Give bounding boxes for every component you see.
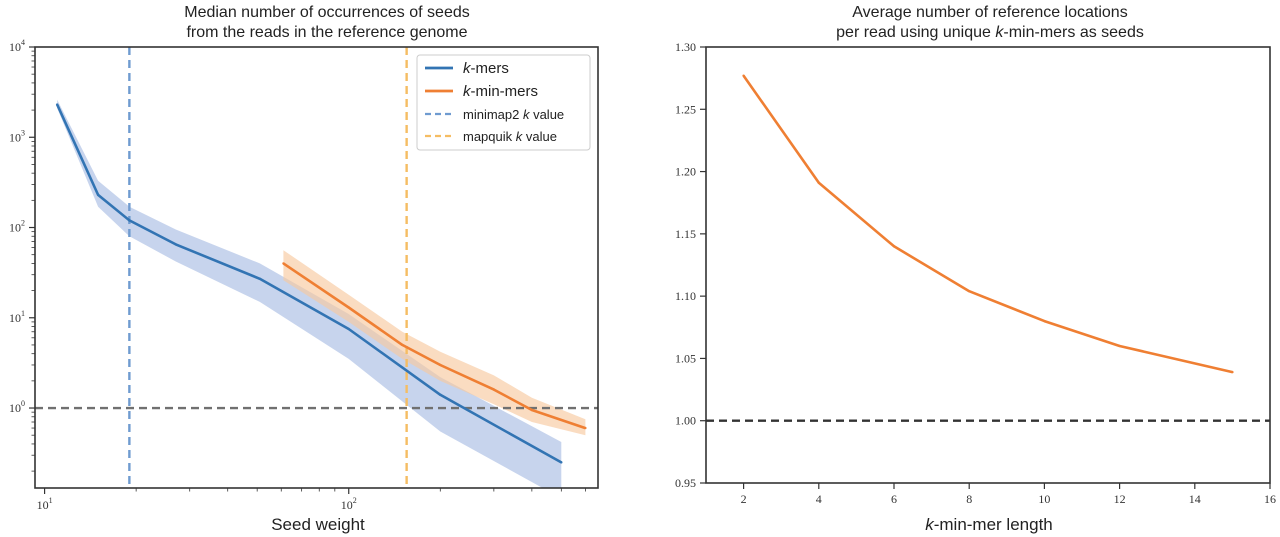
legend-label: k-mers: [463, 60, 509, 77]
data-point-k-min-mers: [439, 363, 442, 367]
y-tick-label: 1.15: [675, 227, 696, 241]
right-chart: Average number of reference locations pe…: [675, 4, 1276, 534]
right-chart-title-line-2: per read using unique k-min-mers as seed…: [836, 24, 1144, 41]
data-point-k-mers: [55, 103, 59, 106]
data-point: [892, 245, 896, 248]
y-tick-label: 1.00: [675, 414, 696, 428]
svg-text:k-min-mer length: k-min-mer length: [925, 515, 1053, 534]
data-point-k-mers: [128, 219, 131, 222]
y-tick-label: 100: [9, 399, 25, 415]
x-tick-label: 4: [816, 492, 822, 506]
legend-frame: [416, 54, 591, 151]
x-tick-label: 10: [1038, 492, 1050, 506]
data-point-k-min-mers: [584, 426, 587, 430]
y-tick-label: 1.05: [675, 351, 696, 365]
right-axes-frame: [705, 46, 1271, 484]
x-tick-label: 2: [741, 492, 747, 506]
legend-label: minimap2 k value: [463, 107, 564, 122]
x-tick-label: 101: [37, 496, 53, 512]
y-tick-label: 1.25: [675, 102, 696, 116]
data-point: [1118, 344, 1121, 348]
data-point-k-mers: [96, 193, 100, 197]
data-point: [1231, 370, 1234, 374]
data-point-k-min-mers: [530, 408, 534, 412]
y-tick-label: 0.95: [675, 476, 696, 490]
legend-label: mapquik k value: [463, 129, 557, 144]
left-axes-frame: [34, 46, 599, 489]
x-tick-label: 14: [1189, 492, 1201, 506]
y-tick-label: 104: [9, 38, 25, 54]
data-point: [817, 181, 820, 184]
left-chart-title-line-2: from the reads in the reference genome: [186, 24, 467, 41]
y-tick-label: 1.20: [675, 165, 696, 179]
svg-text:per read using unique k-min-me: per read using unique k-min-mers as seed…: [836, 24, 1144, 41]
series-line: [742, 74, 1233, 374]
y-tick-label: 1.10: [675, 289, 696, 303]
data-point-k-min-mers: [282, 262, 285, 265]
y-tick-label: 102: [9, 219, 25, 235]
right-plot-area: 2 4 6 8 10 12 14 16 0.95 1.00 1.05 1.10 1.15 1.20 1.25…: [675, 40, 1276, 506]
x-tick-label: 8: [966, 492, 972, 506]
data-point: [968, 289, 971, 293]
left-legend: k-mers k-min-mers minimap2 k value mapquik …: [416, 54, 591, 151]
data-point-k-mers: [560, 461, 563, 464]
data-point-k-min-mers: [492, 388, 496, 391]
data-point: [742, 74, 745, 77]
right-x-axis-label: k-min-mer length: [925, 515, 1053, 534]
band-k-min-mers: [283, 250, 586, 436]
y-tick-label: 103: [9, 128, 25, 144]
left-chart: Median number of occurrences of seeds fr…: [9, 4, 599, 534]
left-plot-area: 100 101 102 103 104 101 102 k-mers k-min-mers min…: [9, 38, 599, 512]
left-x-axis-label: Seed weight: [271, 515, 365, 534]
data-point-k-mers: [439, 393, 442, 397]
left-chart-title-line-1: Median number of occurrences of seeds: [184, 4, 469, 21]
right-chart-title-line-1: Average number of reference locations: [852, 4, 1127, 21]
x-tick-label: 16: [1264, 492, 1276, 506]
series-line-k-mers: [56, 104, 562, 464]
data-point-k-mers: [174, 243, 177, 246]
data-point-k-min-mers: [401, 343, 404, 347]
y-tick-label: 101: [9, 309, 25, 325]
y-tick-label: 1.30: [675, 40, 696, 54]
legend-label: k-min-mers: [463, 83, 538, 100]
data-point: [1043, 319, 1046, 323]
x-tick-label: 12: [1114, 492, 1126, 506]
data-point-k-mers: [347, 327, 350, 331]
band-k-mers: [57, 99, 562, 488]
x-tick-label: 6: [891, 492, 897, 506]
x-tick-label: 102: [341, 496, 357, 512]
data-point-k-min-mers: [347, 306, 350, 309]
data-point-k-mers: [258, 277, 261, 281]
